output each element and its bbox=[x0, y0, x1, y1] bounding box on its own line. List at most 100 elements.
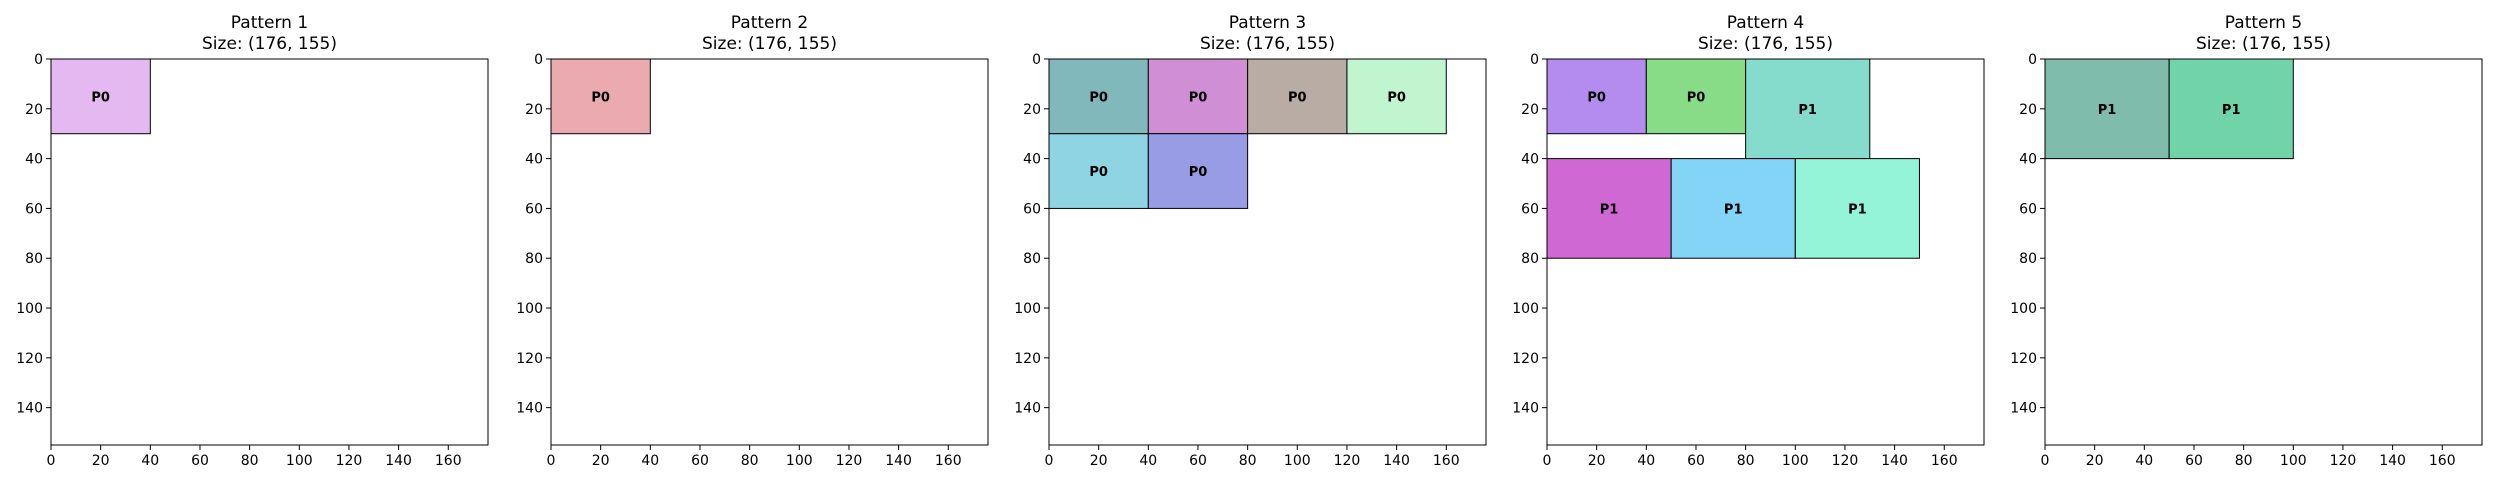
y-tick-label: 100 bbox=[1512, 301, 1539, 317]
rect-label: P1 bbox=[2222, 103, 2241, 118]
pattern-rect bbox=[1794, 158, 1920, 259]
pattern-rect bbox=[1147, 58, 1249, 135]
y-tick-label: 140 bbox=[1512, 401, 1539, 417]
axes-frame bbox=[1048, 58, 1487, 446]
y-tick-label: 120 bbox=[516, 351, 543, 367]
y-tick-label: 120 bbox=[1512, 351, 1539, 367]
y-tick-label: 20 bbox=[1023, 102, 1041, 118]
chart-title: Pattern 3 bbox=[1229, 13, 1306, 33]
y-tick-label: 120 bbox=[1014, 351, 1041, 367]
x-tick-label: 40 bbox=[641, 453, 659, 469]
y-tick-label: 60 bbox=[525, 201, 543, 217]
rect-label: P1 bbox=[2098, 103, 2117, 118]
x-tick-label: 100 bbox=[2280, 453, 2307, 469]
x-tick-label: 120 bbox=[336, 453, 363, 469]
chart-title: Pattern 2 bbox=[731, 13, 808, 33]
x-tick-label: 0 bbox=[1045, 453, 1054, 469]
axes-frame bbox=[50, 58, 489, 446]
y-tick-label: 100 bbox=[516, 301, 543, 317]
y-tick-label: 100 bbox=[1014, 301, 1041, 317]
y-tick-label: 140 bbox=[16, 401, 43, 417]
y-tick-label: 140 bbox=[1014, 401, 1041, 417]
x-tick-label: 0 bbox=[47, 453, 56, 469]
chart-subtitle: Size: (176, 155) bbox=[1200, 34, 1335, 54]
x-tick-label: 160 bbox=[1931, 453, 1958, 469]
chart-subtitle: Size: (176, 155) bbox=[2196, 34, 2331, 54]
chart-title: Pattern 1 bbox=[231, 13, 308, 33]
pattern-rect bbox=[1048, 133, 1149, 209]
rect-label: P1 bbox=[1848, 202, 1867, 217]
x-tick-label: 120 bbox=[836, 453, 863, 469]
pattern-rect bbox=[1546, 158, 1672, 259]
y-tick-label: 20 bbox=[2019, 102, 2037, 118]
x-tick-label: 140 bbox=[1881, 453, 1908, 469]
x-tick-label: 80 bbox=[241, 453, 259, 469]
x-tick-label: 100 bbox=[1782, 453, 1809, 469]
x-tick-label: 80 bbox=[1239, 453, 1257, 469]
y-tick-label: 40 bbox=[525, 152, 543, 168]
y-tick-label: 140 bbox=[516, 401, 543, 417]
x-tick-label: 100 bbox=[786, 453, 813, 469]
y-tick-label: 100 bbox=[2010, 301, 2037, 317]
y-tick-label: 20 bbox=[1521, 102, 1539, 118]
x-tick-label: 0 bbox=[547, 453, 556, 469]
y-tick-label: 60 bbox=[25, 201, 43, 217]
x-tick-label: 80 bbox=[1737, 453, 1755, 469]
y-tick-label: 20 bbox=[525, 102, 543, 118]
rect-label: P1 bbox=[1798, 103, 1817, 118]
x-tick-label: 60 bbox=[1687, 453, 1705, 469]
chart-subtitle: Size: (176, 155) bbox=[1698, 34, 1833, 54]
axes-frame bbox=[2044, 58, 2483, 446]
pattern-rect bbox=[550, 58, 651, 135]
y-tick-label: 40 bbox=[2019, 152, 2037, 168]
chart-title: Pattern 5 bbox=[2225, 13, 2302, 33]
pattern-rect bbox=[1147, 133, 1249, 209]
y-tick-label: 60 bbox=[1521, 201, 1539, 217]
y-tick-label: 80 bbox=[1521, 251, 1539, 267]
x-tick-label: 0 bbox=[1543, 453, 1552, 469]
rect-label: P0 bbox=[1089, 90, 1108, 105]
y-tick-label: 80 bbox=[2019, 251, 2037, 267]
x-tick-label: 120 bbox=[1334, 453, 1361, 469]
rect-label: P0 bbox=[591, 90, 610, 105]
y-tick-label: 40 bbox=[1521, 152, 1539, 168]
x-tick-label: 100 bbox=[286, 453, 313, 469]
x-tick-label: 40 bbox=[2135, 453, 2153, 469]
pattern-rect bbox=[1745, 58, 1871, 160]
x-tick-label: 160 bbox=[2429, 453, 2456, 469]
y-tick-label: 40 bbox=[25, 152, 43, 168]
y-tick-label: 0 bbox=[2028, 52, 2037, 68]
x-tick-label: 20 bbox=[2086, 453, 2104, 469]
y-tick-label: 120 bbox=[2010, 351, 2037, 367]
rect-label: P1 bbox=[1600, 202, 1619, 217]
y-tick-label: 0 bbox=[1530, 52, 1539, 68]
x-tick-label: 60 bbox=[691, 453, 709, 469]
x-tick-label: 40 bbox=[141, 453, 159, 469]
rect-label: P1 bbox=[1724, 202, 1743, 217]
x-tick-label: 140 bbox=[885, 453, 912, 469]
y-tick-label: 20 bbox=[25, 102, 43, 118]
x-tick-label: 40 bbox=[1139, 453, 1157, 469]
x-tick-label: 140 bbox=[385, 453, 412, 469]
x-tick-label: 160 bbox=[935, 453, 962, 469]
rect-label: P0 bbox=[1387, 90, 1406, 105]
chart-subtitle: Size: (176, 155) bbox=[702, 34, 837, 54]
pattern-rect bbox=[1048, 58, 1149, 135]
y-tick-label: 80 bbox=[25, 251, 43, 267]
rect-label: P0 bbox=[1587, 90, 1606, 105]
x-tick-label: 60 bbox=[191, 453, 209, 469]
x-tick-label: 20 bbox=[1588, 453, 1606, 469]
x-tick-label: 120 bbox=[2330, 453, 2357, 469]
y-tick-label: 100 bbox=[16, 301, 43, 317]
x-tick-label: 60 bbox=[1189, 453, 1207, 469]
x-tick-label: 20 bbox=[92, 453, 110, 469]
rect-label: P0 bbox=[1288, 90, 1307, 105]
rect-label: P0 bbox=[1189, 90, 1208, 105]
pattern-rect bbox=[50, 58, 151, 135]
